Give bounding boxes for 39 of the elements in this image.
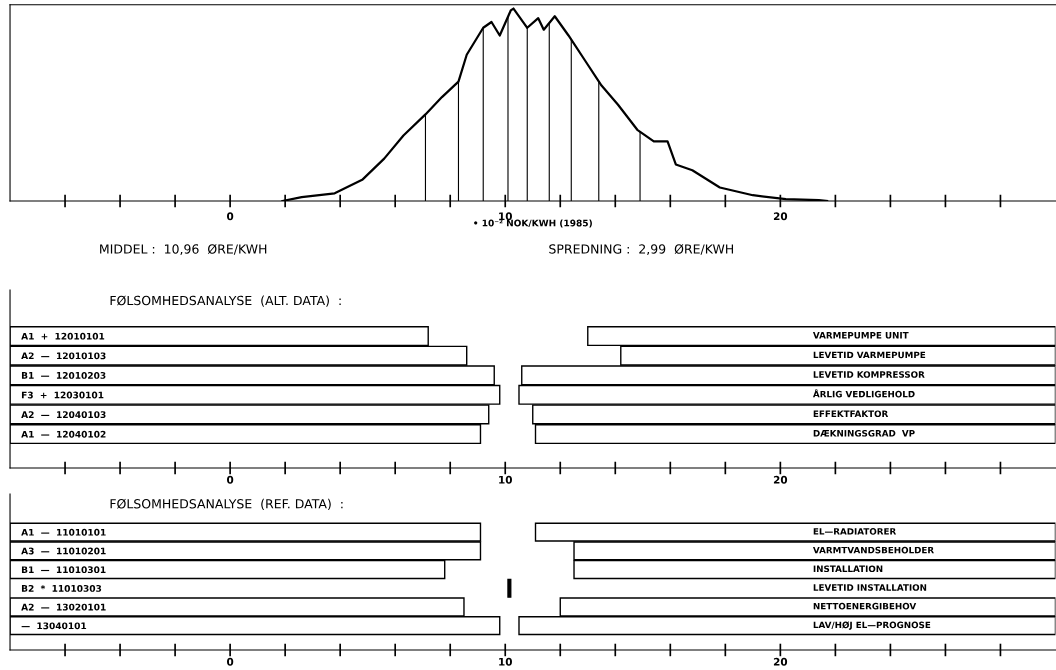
chart-title: FØLSOMHEDSANALYSE (REF. DATA) : <box>110 498 343 511</box>
x-tick-label: 0 <box>227 657 234 666</box>
annotation: ÅRLIG VEDLIGEHOLD <box>812 389 915 398</box>
annotation: NETTOENERGIBEHOV <box>813 602 917 610</box>
annotation: EL—RADIATORER <box>813 528 897 535</box>
y-tick-label: B1 — 12010203 <box>21 371 106 379</box>
y-tick-label: A2 — 12040103 <box>21 411 106 419</box>
annotation: DÆKNINGSGRAD VP <box>813 430 915 437</box>
annotation: LEVETID VARMEPUMPE <box>813 351 926 359</box>
annotation: EFFEKTFAKTOR <box>813 410 889 418</box>
annotation: VARMEPUMPE UNIT <box>812 332 909 339</box>
chart-title: FØLSOMHEDSANALYSE (ALT. DATA) : <box>110 295 341 307</box>
x-tick-label: 10 <box>499 212 512 221</box>
y-tick-label: A2 — 12010103 <box>21 352 106 360</box>
y-tick-label: A2 — 13020101 <box>21 603 106 611</box>
x-tick-label: 20 <box>773 657 788 666</box>
annotation: LEVETID KOMPRESSOR <box>813 371 925 378</box>
y-tick-label: B1 — 11010301 <box>21 566 106 574</box>
annotation: LEVETID INSTALLATION <box>813 584 927 591</box>
bar <box>507 578 512 598</box>
x-tick-label: 10 <box>499 657 512 666</box>
x-tick-label: 10 <box>499 475 512 484</box>
annotation: VARMTVANDSBEHOLDER <box>812 546 934 554</box>
y-tick-label: A1 + 12010101 <box>21 332 105 340</box>
y-tick-label: B2 * 11010303 <box>21 584 102 592</box>
y-tick-label: A1 — 11010101 <box>21 528 106 536</box>
annotation: LAV/HØJ EL—PROGNOSE <box>813 621 931 630</box>
y-tick-label: — 13040101 <box>21 622 87 630</box>
x-tick-label: 20 <box>773 212 788 221</box>
text: MIDDEL : 10,96 ØRE/KWH <box>100 244 267 255</box>
y-tick-label: A3 — 11010201 <box>21 547 106 555</box>
x-axis-title: • 10⁻² NOK/KWH (1985) <box>474 219 592 228</box>
x-tick-label: 0 <box>227 475 234 484</box>
x-tick-label: 0 <box>227 212 234 221</box>
x-tick-label: 20 <box>773 475 788 484</box>
y-tick-label: F3 + 12030101 <box>21 391 104 399</box>
text: SPREDNING : 2,99 ØRE/KWH <box>549 244 734 255</box>
y-tick-label: A1 — 12040102 <box>21 430 106 438</box>
annotation: INSTALLATION <box>813 565 883 573</box>
